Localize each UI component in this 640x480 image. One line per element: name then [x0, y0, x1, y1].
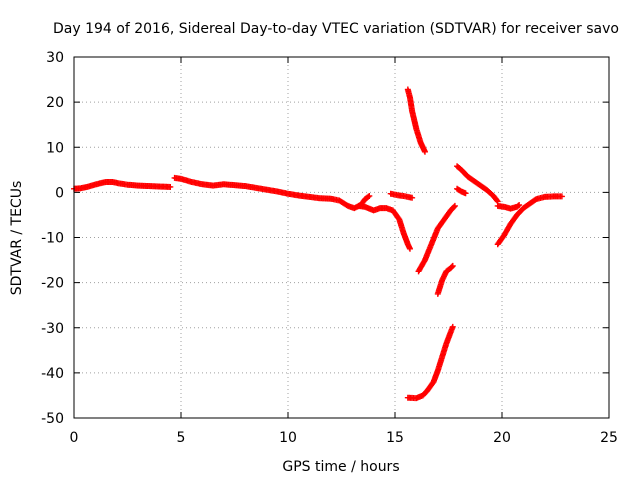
data-point [365, 193, 372, 200]
x-tick-labels: 0 5 10 15 20 25 [70, 430, 618, 446]
x-tick-label: 25 [600, 430, 618, 446]
y-tick-label: 10 [46, 140, 64, 156]
y-tick-label: -30 [41, 321, 64, 337]
data-point [406, 245, 413, 252]
y-tick-label: 20 [46, 95, 64, 111]
x-axis-label: GPS time / hours [282, 459, 399, 475]
grid-lines [74, 57, 609, 418]
x-tick-label: 10 [279, 430, 297, 446]
data-point [449, 323, 456, 330]
data-point [462, 190, 469, 197]
data-point [515, 202, 522, 209]
y-tick-label: -50 [41, 411, 64, 427]
x-tick-label: 20 [493, 430, 511, 446]
y-axis-label: SDTVAR / TECUs [9, 181, 25, 296]
axis-ticks [73, 56, 610, 419]
data-point [516, 202, 523, 209]
data-point [449, 262, 456, 269]
data-point [449, 263, 456, 270]
data-points [71, 86, 565, 402]
data-point [451, 203, 458, 210]
data-point [451, 202, 458, 209]
y-tick-label: -20 [41, 276, 64, 292]
data-point [409, 194, 416, 201]
chart-title: Day 194 of 2016, Sidereal Day-to-day VTE… [53, 21, 619, 37]
data-point [366, 192, 373, 199]
data-point [558, 193, 565, 200]
data-point [493, 197, 500, 204]
x-tick-label: 15 [386, 430, 404, 446]
data-point [167, 183, 174, 190]
data-point [421, 148, 428, 155]
y-tick-label: 30 [46, 50, 64, 66]
y-tick-labels: -50 -40 -30 -20 -10 0 10 20 30 [41, 50, 64, 427]
y-tick-label: -40 [41, 366, 64, 382]
y-tick-label: 0 [55, 185, 64, 201]
y-tick-label: -10 [41, 231, 64, 247]
x-tick-label: 5 [177, 430, 186, 446]
x-tick-label: 0 [70, 430, 79, 446]
